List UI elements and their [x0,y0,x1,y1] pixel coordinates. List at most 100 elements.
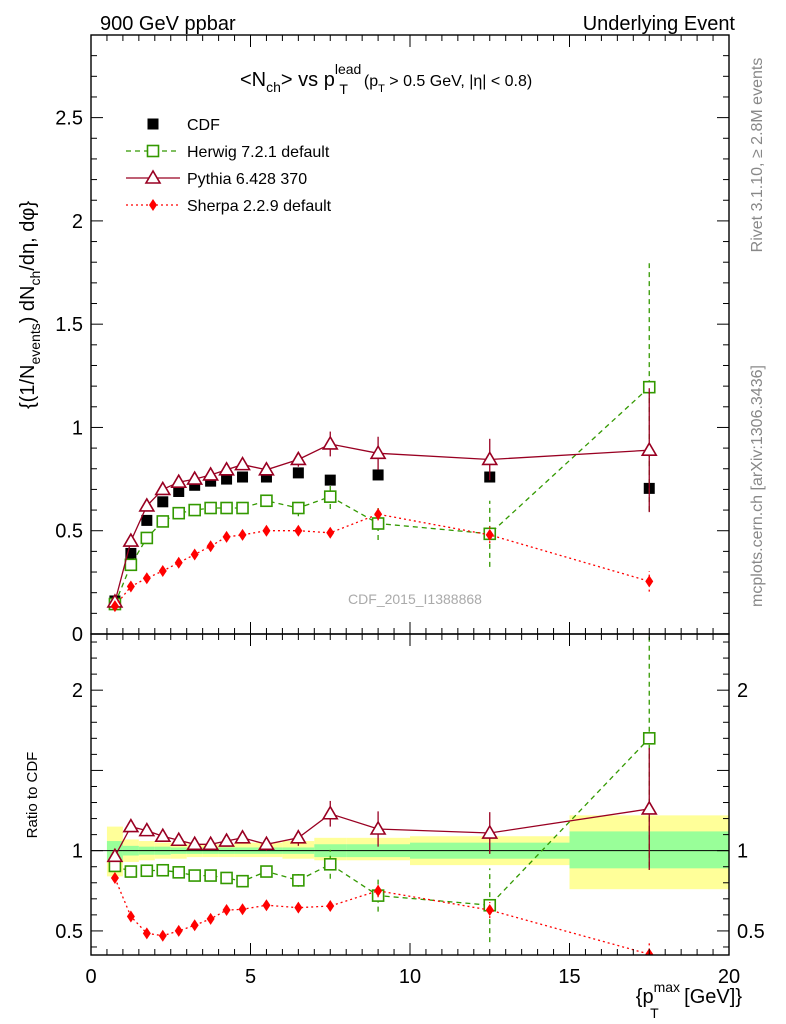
data-point-herwig [220,871,233,885]
title-part2: > vs p [281,69,335,91]
title-cut-sub: T [378,83,385,95]
data-point-cdf [372,469,384,481]
data-point-pythia [154,827,172,843]
data-point-herwig [323,858,337,871]
title-cut1: (p [364,73,378,90]
data-point-herwig [140,864,154,878]
panel-plot-area [106,263,658,613]
legend-marker-cdf [147,118,159,130]
xlabel-sup: max [654,979,680,995]
data-point-herwig [292,874,305,887]
data-point-pythia [369,820,387,835]
data-point-pythia [481,824,499,839]
data-point-pythia [321,435,339,450]
main-ylabel: {(1/Nevents) dNch/dη, dφ} [17,201,43,409]
series-sherpa [110,508,654,613]
y-tick-label: 0 [72,624,83,646]
data-point-sherpa [294,901,303,914]
data-point-cdf [324,474,336,486]
data-point-cdf [173,485,185,497]
data-point-sherpa [206,912,215,925]
data-point-sherpa [374,508,383,521]
data-point-sherpa [222,904,231,917]
data-point-cdf [141,514,153,526]
y-tick-label-right: 0.5 [737,921,765,943]
data-point-herwig [292,501,305,515]
legend-marker-herwig [146,144,160,158]
xlabel-t1: {p [636,986,654,1008]
data-point-herwig [204,501,217,515]
data-point-herwig [156,863,170,877]
data-point-herwig [124,558,138,572]
series-line-sherpa [114,513,650,607]
header-left: 900 GeV ppbar [100,13,236,35]
data-point-pythia [186,835,204,851]
data-point-sherpa [126,910,135,923]
xlabel-sub: T [650,1005,659,1021]
y-tick-label: 1 [72,417,83,439]
legend-marker-pythia [144,169,162,184]
data-point-pythia [186,470,204,485]
data-point-pythia [122,818,140,833]
legend-entry-herwig: Herwig 7.2.1 default [126,144,330,161]
data-point-pythia [202,466,220,481]
ylabel-t3: /dη, dφ} [17,201,39,271]
data-point-pythia [202,835,220,851]
data-point-pythia [170,831,188,847]
xlabel-t2: [GeV]} [679,986,743,1008]
main-title: <Nch> vs plead T (pT > 0.5 GeV, |η| < 0.8) [240,61,532,97]
data-point-sherpa [262,524,271,537]
data-point-sherpa [158,929,167,942]
data-point-sherpa [142,572,151,585]
series-herwig [108,263,656,611]
legend-marker-sherpa [149,199,157,211]
data-point-cdf [125,547,137,559]
data-point-herwig [260,865,273,878]
data-point-pythia [258,835,275,851]
data-point-sherpa [142,927,151,940]
data-point-sherpa [174,556,183,569]
data-point-herwig [642,732,656,745]
data-point-cdf [260,471,272,483]
data-point-pythia [321,805,339,820]
ylabel-s1: events [27,323,43,364]
data-point-pythia [218,832,235,847]
ylabel-t1: {(1/N [17,365,39,409]
y-tick-label: 2 [72,211,83,233]
title-part1: <N [240,69,266,91]
data-point-sherpa [190,919,199,932]
data-point-cdf [189,479,201,491]
data-point-pythia [369,444,387,460]
title-sub2: T [339,81,348,97]
data-point-cdf [292,467,304,479]
x-axis-label: {pmax T [GeV]} [636,979,743,1021]
data-point-sherpa [238,528,247,541]
series-line-herwig [114,386,650,605]
y-tick-label-right: 1 [737,841,748,863]
data-point-sherpa [190,548,199,561]
data-point-sherpa [326,526,335,539]
data-point-pythia [154,480,172,496]
data-point-cdf [221,473,233,485]
ylabel-t2: ) dN [17,285,39,323]
mcplots-label: mcplots.cern.ch [arXiv:1306.3436] [749,365,766,607]
data-point-herwig [260,494,273,508]
y-tick-label: 0.5 [55,521,83,543]
data-point-sherpa [110,871,119,884]
data-point-pythia [234,456,251,471]
data-point-herwig [236,874,249,888]
data-point-herwig [188,869,201,882]
data-point-sherpa [174,924,183,937]
data-point-herwig [140,531,154,545]
ratio-panel: 0.5 0.51 12 20 5 10 15 20 [55,633,765,988]
data-point-herwig [188,503,201,517]
data-point-pythia [640,800,658,815]
series-line-sherpa [114,877,650,955]
data-point-pythia [170,473,188,488]
data-point-pythia [122,532,140,547]
legend-entry-pythia: Pythia 6.428 370 [126,169,307,188]
x-tick-label: 5 [245,966,256,988]
data-point-sherpa [222,530,231,543]
y-tick-label: 0.5 [55,921,83,943]
